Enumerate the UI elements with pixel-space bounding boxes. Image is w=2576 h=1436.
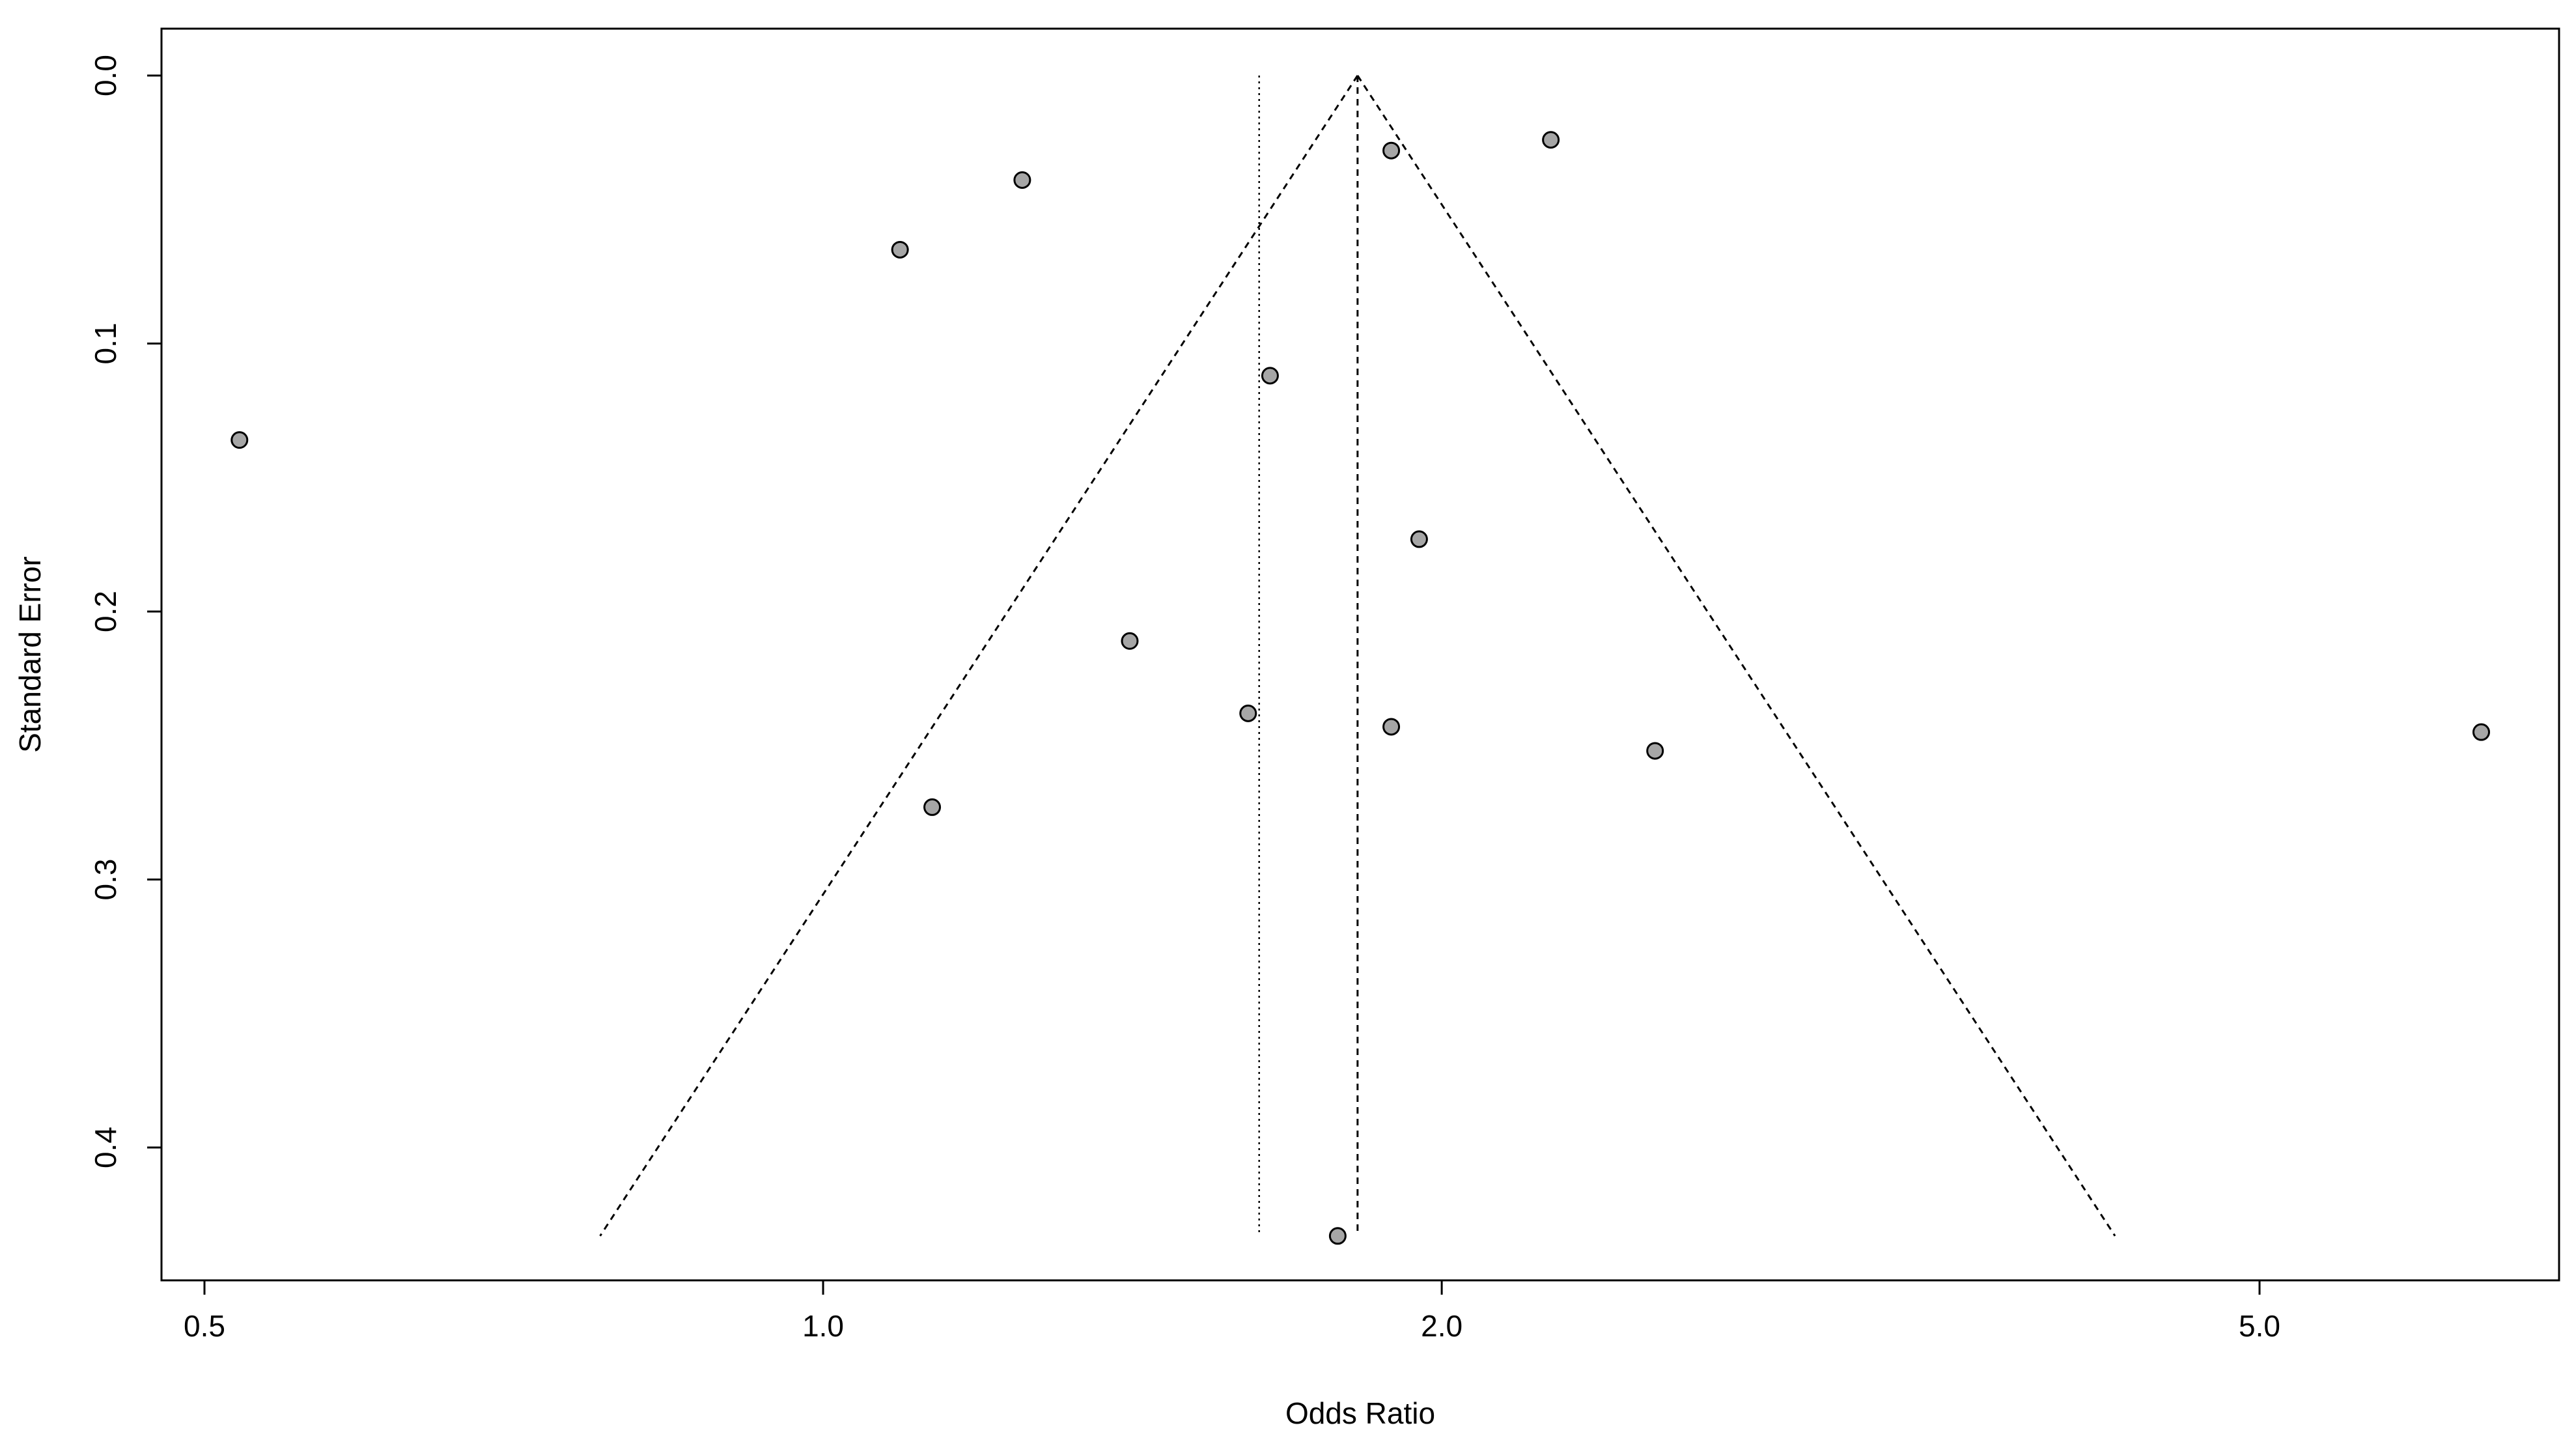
data-point	[1239, 704, 1257, 722]
y-axis-title: Standard Error	[13, 556, 47, 753]
x-tick-label: 5.0	[2239, 1309, 2280, 1343]
data-point	[1261, 367, 1279, 385]
x-tick-label: 0.5	[184, 1309, 225, 1343]
y-tick-label: 0.4	[89, 1127, 122, 1168]
plot-frame	[160, 27, 2560, 1282]
y-tick-label: 0.3	[89, 859, 122, 901]
funnel-left-boundary	[599, 75, 1359, 1237]
y-axis: 0.0 0.1 0.2 0.3 0.4	[89, 55, 163, 1168]
x-tick-label: 1.0	[802, 1309, 844, 1343]
data-point	[1013, 171, 1031, 189]
y-tick-label: 0.0	[89, 55, 122, 96]
data-point	[1410, 530, 1428, 548]
data-point	[1121, 632, 1139, 650]
funnel-lines	[599, 75, 2116, 1237]
data-point	[1328, 1227, 1347, 1245]
x-axis-title: Odds Ratio	[1285, 1396, 1435, 1430]
y-tick-label: 0.1	[89, 323, 122, 365]
y-tick-label: 0.2	[89, 591, 122, 632]
data-points	[231, 131, 2490, 1245]
data-point	[923, 798, 942, 816]
data-point	[891, 240, 909, 259]
data-point	[1542, 131, 1560, 149]
data-point	[231, 431, 249, 449]
data-point	[1382, 141, 1401, 160]
data-point	[1382, 718, 1401, 736]
data-point	[1646, 742, 1664, 760]
data-point	[2472, 723, 2490, 741]
x-axis: 0.5 1.0 2.0 5.0	[184, 1279, 2280, 1343]
funnel-right-boundary	[1356, 75, 2116, 1237]
x-tick-label: 2.0	[1421, 1309, 1463, 1343]
